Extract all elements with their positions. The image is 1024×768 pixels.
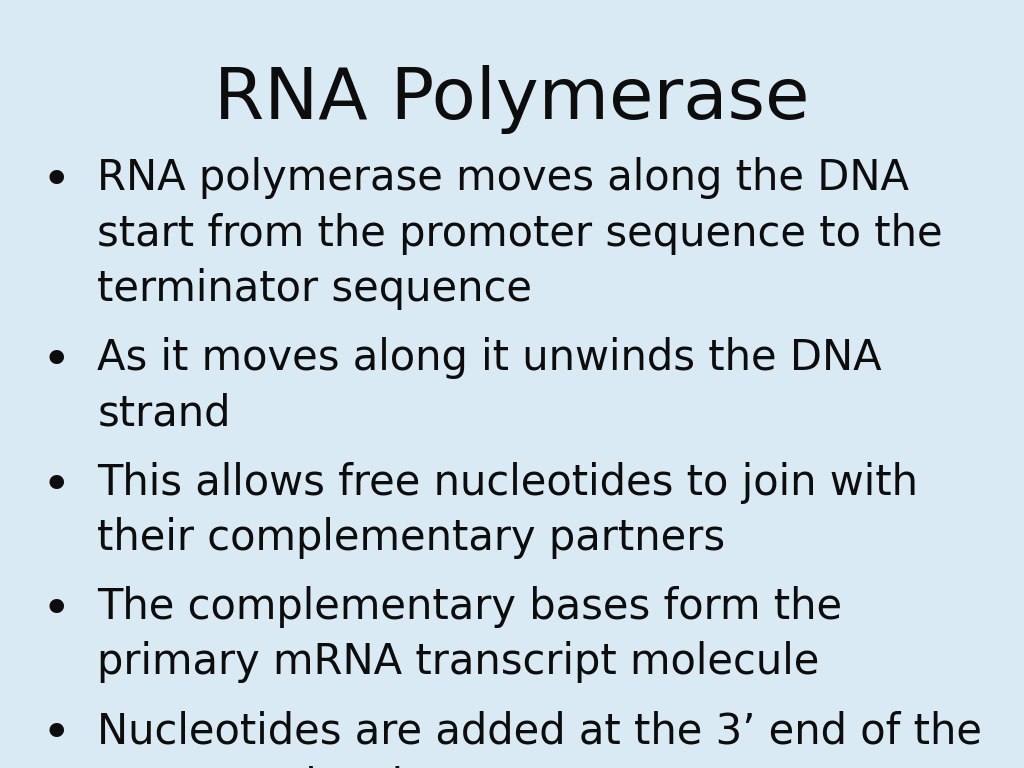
Text: RNA Polymerase: RNA Polymerase — [214, 65, 810, 134]
Text: The complementary bases form the: The complementary bases form the — [97, 586, 843, 628]
Text: their complementary partners: their complementary partners — [97, 517, 725, 559]
Text: •: • — [42, 157, 71, 205]
Text: •: • — [42, 586, 71, 634]
Text: Nucleotides are added at the 3’ end of the: Nucleotides are added at the 3’ end of t… — [97, 710, 982, 753]
Text: As it moves along it unwinds the DNA: As it moves along it unwinds the DNA — [97, 337, 882, 379]
Text: start from the promoter sequence to the: start from the promoter sequence to the — [97, 213, 943, 255]
Text: strand: strand — [97, 392, 230, 435]
Text: •: • — [42, 462, 71, 510]
Text: •: • — [42, 337, 71, 385]
Text: primary mRNA transcript molecule: primary mRNA transcript molecule — [97, 641, 819, 684]
Text: This allows free nucleotides to join with: This allows free nucleotides to join wit… — [97, 462, 919, 504]
Text: •: • — [42, 710, 71, 758]
Text: terminator sequence: terminator sequence — [97, 268, 532, 310]
Text: RNA polymerase moves along the DNA: RNA polymerase moves along the DNA — [97, 157, 909, 200]
Text: mRNA molecule: mRNA molecule — [97, 766, 429, 768]
